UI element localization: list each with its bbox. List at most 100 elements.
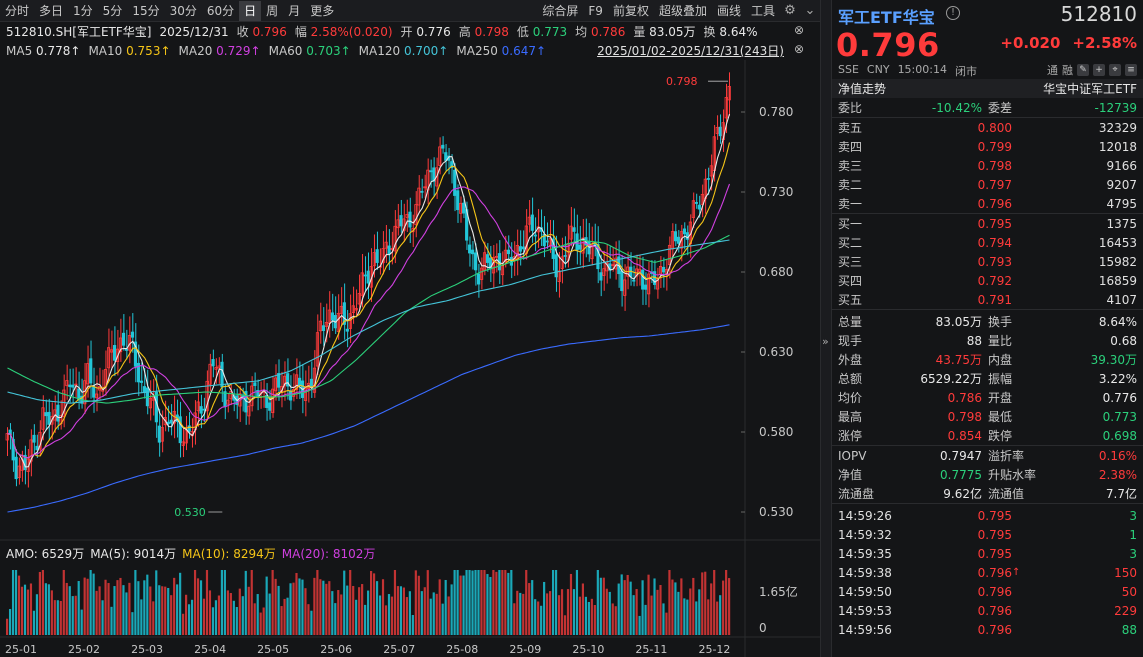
candle-body bbox=[113, 345, 117, 361]
y-tick-label: 0.580 bbox=[759, 425, 793, 439]
tool-button-2[interactable]: 前复权 bbox=[612, 3, 649, 18]
volume-bar bbox=[686, 599, 689, 635]
volume-bar bbox=[378, 595, 382, 635]
volume-bar bbox=[310, 610, 313, 635]
date-range[interactable]: 2025/01/02-2025/12/31(243日) bbox=[597, 44, 784, 58]
period-tab-8[interactable]: 周 bbox=[266, 3, 279, 18]
tick-time: 14:59:38 bbox=[838, 565, 892, 580]
volume-bar bbox=[223, 570, 226, 635]
volume-bar bbox=[501, 570, 504, 635]
panel-toggle[interactable]: » bbox=[820, 0, 832, 657]
tool-button-0[interactable]: 综合屏 bbox=[542, 3, 579, 18]
range-settings-icon[interactable]: ⊗ bbox=[793, 42, 804, 56]
bid-volume: 15982 bbox=[1098, 254, 1137, 269]
nav-trend-label[interactable]: 净值走势 bbox=[838, 82, 887, 96]
volume-bar bbox=[53, 600, 56, 635]
volume-bar bbox=[528, 583, 531, 635]
candlestick-chart[interactable]: 0.780 0.730 0.680 0.630 0.580 0.530 25-01 25-02… bbox=[0, 60, 820, 657]
candle-body bbox=[211, 359, 215, 367]
candle-body bbox=[676, 236, 681, 244]
volume-bar bbox=[71, 596, 74, 635]
volume-bar bbox=[244, 570, 247, 635]
nav-row[interactable]: 净值走势 华宝中证军工ETF bbox=[832, 79, 1143, 98]
volume-bar bbox=[319, 579, 322, 635]
volume-bar bbox=[250, 570, 253, 635]
volume-bar bbox=[83, 577, 86, 635]
period-tab-10[interactable]: 更多 bbox=[310, 3, 335, 18]
chevron-down-icon[interactable]: ⌄ bbox=[804, 3, 816, 18]
candle-body bbox=[494, 255, 499, 258]
gear-icon[interactable]: ⚙ bbox=[784, 3, 796, 18]
tick-volume: 50 bbox=[1121, 584, 1137, 599]
stat-label: 内盘 bbox=[988, 353, 1013, 367]
pencil-icon[interactable]: ✎ bbox=[1077, 64, 1089, 76]
period-tab-2[interactable]: 1分 bbox=[73, 3, 93, 18]
etf-stat-value: 0.7775 bbox=[940, 467, 982, 482]
volume-bar bbox=[220, 570, 223, 635]
volume-bar bbox=[441, 603, 444, 635]
candle-body bbox=[163, 417, 167, 426]
ask-volume: 9207 bbox=[1106, 177, 1137, 192]
pin-icon[interactable]: ⌖ bbox=[1109, 64, 1121, 76]
volume-bar bbox=[590, 598, 593, 635]
period-tab-6[interactable]: 60分 bbox=[206, 3, 235, 18]
amo-ma5: MA(5): 9014万 bbox=[90, 547, 177, 561]
tool-button-3[interactable]: 超级叠加 bbox=[658, 3, 707, 18]
period-tab-0[interactable]: 分时 bbox=[5, 3, 30, 18]
volume-bar bbox=[8, 609, 12, 635]
volume-bar bbox=[414, 570, 417, 635]
period-tab-1[interactable]: 多日 bbox=[39, 3, 64, 18]
volume-tick-label: 0 bbox=[759, 621, 767, 635]
volume-bar bbox=[161, 586, 164, 635]
stat-row: 总量 83.05万 换手 8.64% bbox=[832, 312, 1143, 331]
period-tab-9[interactable]: 月 bbox=[288, 3, 301, 18]
candle-body bbox=[11, 438, 15, 461]
menu-icon[interactable]: ≡ bbox=[1125, 64, 1137, 76]
price-change: +0.020 +2.58% bbox=[1000, 34, 1137, 52]
volume-bar bbox=[551, 570, 555, 635]
tick-volume: 1 bbox=[1129, 527, 1137, 542]
ma-legend-item-ma250: MA250 0.647↑ bbox=[456, 44, 546, 58]
volume-bar bbox=[340, 594, 343, 635]
period-tab-3[interactable]: 5分 bbox=[102, 3, 123, 18]
stat-label: 振幅 bbox=[988, 372, 1013, 386]
candle-body bbox=[351, 305, 355, 314]
period-tab-7[interactable]: 日 bbox=[239, 0, 262, 21]
candle-body bbox=[265, 394, 269, 408]
add-icon[interactable]: + bbox=[1093, 64, 1105, 76]
volume-bar bbox=[540, 605, 543, 635]
tool-button-4[interactable]: 画线 bbox=[716, 3, 741, 18]
period-tab-4[interactable]: 15分 bbox=[132, 3, 160, 18]
volume-bar bbox=[59, 600, 62, 635]
volume-bar bbox=[516, 590, 519, 635]
tool-button-5[interactable]: 工具 bbox=[750, 3, 775, 18]
volume-bar bbox=[208, 590, 212, 635]
info-icon[interactable]: ! bbox=[946, 6, 960, 20]
volume-bar bbox=[596, 570, 599, 635]
candle-body bbox=[381, 248, 385, 264]
etf-stat-label: IOPV bbox=[838, 448, 867, 463]
volume-bar bbox=[426, 570, 429, 635]
stat-value: 8.64% bbox=[1098, 314, 1137, 329]
volume-bar bbox=[659, 584, 662, 635]
volume-bar bbox=[384, 605, 388, 635]
bar-date: 2025/12/31 bbox=[159, 24, 229, 39]
candle-body bbox=[375, 249, 379, 263]
chevron-right-icon[interactable]: » bbox=[822, 335, 829, 348]
info-collapse-icon[interactable]: ⊗ bbox=[793, 23, 804, 37]
volume-bar bbox=[152, 601, 155, 635]
turn-label: 换 bbox=[703, 25, 716, 39]
avg-label: 均 bbox=[575, 25, 588, 39]
candle-body bbox=[715, 127, 719, 134]
ma-legend-item-ma5: MA5 0.778↑ bbox=[6, 44, 80, 58]
volume-bar bbox=[331, 591, 334, 635]
candle-body bbox=[587, 241, 591, 255]
candle-body bbox=[620, 270, 624, 292]
candle-body bbox=[154, 391, 158, 423]
period-tab-5[interactable]: 30分 bbox=[169, 3, 197, 18]
tick-time: 14:59:50 bbox=[838, 584, 892, 599]
tool-button-1[interactable]: F9 bbox=[588, 3, 603, 18]
volume-bar bbox=[375, 581, 379, 635]
tag-tong: 通 bbox=[1047, 64, 1058, 77]
change-percent: +2.58% bbox=[1072, 34, 1137, 52]
